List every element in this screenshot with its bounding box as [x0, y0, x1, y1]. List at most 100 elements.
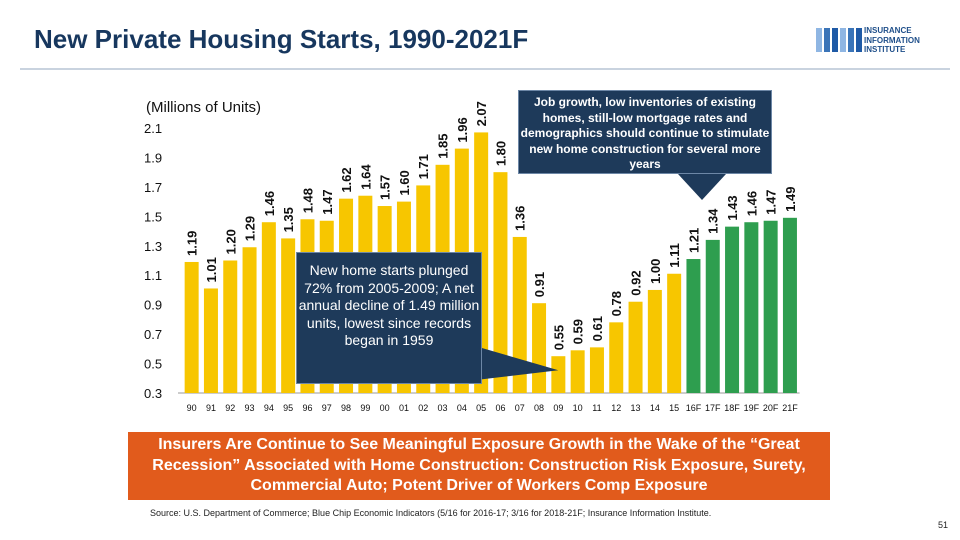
x-tick-label: 96	[302, 403, 312, 413]
bar	[551, 356, 566, 393]
bar-value-label: 1.57	[378, 175, 393, 200]
bar	[570, 350, 585, 393]
x-tick-label: 11	[592, 403, 601, 413]
bar	[725, 226, 740, 393]
x-tick-label: 97	[322, 403, 332, 413]
bar-value-label: 1.34	[706, 208, 721, 234]
bar	[705, 239, 720, 393]
bar	[512, 236, 527, 393]
x-tick-label: 18F	[724, 403, 740, 413]
bar-value-label: 0.61	[590, 316, 605, 341]
bar-value-label: 1.20	[223, 229, 238, 254]
bar-value-label: 2.07	[474, 101, 489, 126]
bar-value-label: 1.96	[455, 117, 470, 142]
y-tick-label: 1.1	[144, 268, 162, 283]
bar-value-label: 1.47	[320, 189, 335, 214]
page-number: 51	[938, 520, 949, 530]
bar	[184, 261, 199, 393]
x-tick-label: 99	[360, 403, 370, 413]
x-tick-label: 90	[187, 403, 197, 413]
bar-value-label: 1.01	[204, 257, 219, 282]
x-tick-label: 93	[245, 403, 255, 413]
x-tick-label: 00	[380, 403, 390, 413]
x-tick-label: 04	[457, 403, 467, 413]
slide-title: New Private Housing Starts, 1990-2021F	[34, 24, 529, 54]
bar-value-label: 1.71	[416, 154, 431, 179]
bar-value-label: 0.78	[609, 291, 624, 316]
logo-text-line: INSURANCE	[864, 26, 912, 35]
iii-logo: INSURANCE INFORMATION INSTITUTE	[816, 26, 950, 56]
logo-text: INSURANCE INFORMATION INSTITUTE	[864, 26, 920, 55]
bar-value-label: 1.85	[436, 133, 451, 158]
x-tick-label: 15	[669, 403, 679, 413]
x-tick-label: 92	[225, 403, 235, 413]
y-tick-label: 1.7	[144, 180, 162, 195]
x-tick-label: 03	[438, 403, 448, 413]
bar	[223, 260, 238, 393]
bar	[628, 301, 643, 393]
bar	[667, 273, 682, 393]
x-tick-label: 95	[283, 403, 293, 413]
source-note: Source: U.S. Department of Commerce; Blu…	[150, 508, 712, 518]
bar-value-label: 1.46	[744, 191, 759, 216]
x-tick-label: 21F	[782, 403, 798, 413]
x-tick-label: 07	[515, 403, 525, 413]
bar-value-label: 1.36	[513, 206, 528, 231]
y-tick-label: 1.5	[144, 209, 162, 224]
bar	[744, 222, 759, 393]
bar-value-label: 1.60	[397, 170, 412, 195]
bar-value-label: 1.21	[686, 228, 701, 253]
x-tick-label: 09	[553, 403, 563, 413]
bar-value-label: 1.48	[300, 188, 315, 213]
bar	[589, 347, 604, 393]
decline-callout: New home starts plunged 72% from 2005-20…	[296, 252, 482, 384]
iii-logo-icon	[816, 28, 862, 52]
y-tick-label: 1.9	[144, 150, 162, 165]
bar-value-label: 1.64	[358, 164, 373, 190]
bar-value-label: 1.43	[725, 195, 740, 220]
bar	[493, 172, 508, 393]
x-tick-label: 17F	[705, 403, 721, 413]
job-growth-callout-pointer	[678, 174, 726, 200]
bar	[532, 303, 547, 393]
bar-value-label: 1.11	[667, 243, 682, 268]
x-tick-label: 13	[631, 403, 641, 413]
y-tick-label: 0.3	[144, 386, 162, 401]
logo-text-line: INFORMATION	[864, 35, 920, 45]
x-tick-label: 14	[650, 403, 660, 413]
x-tick-label: 05	[476, 403, 486, 413]
x-tick-label: 01	[399, 403, 409, 413]
bar-value-label: 1.19	[185, 231, 200, 256]
x-tick-label: 91	[206, 403, 216, 413]
bar	[782, 217, 797, 393]
bar	[609, 322, 624, 393]
y-tick-label: 0.9	[144, 298, 162, 313]
bar	[763, 220, 778, 393]
x-tick-label: 12	[611, 403, 621, 413]
x-tick-label: 94	[264, 403, 274, 413]
x-tick-label: 16F	[686, 403, 702, 413]
bar	[281, 238, 296, 393]
bar	[203, 288, 218, 393]
bar-value-label: 1.46	[262, 191, 277, 216]
x-tick-label: 98	[341, 403, 351, 413]
y-tick-label: 0.5	[144, 357, 162, 372]
bar-value-label: 1.49	[783, 186, 798, 211]
y-tick-label: 0.7	[144, 327, 162, 342]
x-tick-label: 20F	[763, 403, 779, 413]
bar-value-label: 1.80	[493, 141, 508, 166]
exposure-banner: Insurers Are Continue to See Meaningful …	[128, 432, 830, 500]
y-tick-label: 1.3	[144, 239, 162, 254]
bar	[647, 289, 662, 393]
x-tick-label: 08	[534, 403, 544, 413]
bar-value-label: 0.91	[532, 272, 547, 297]
bar	[686, 259, 701, 393]
bar-value-label: 0.59	[571, 319, 586, 344]
bar-value-label: 1.00	[648, 259, 663, 284]
logo-text-line: INSTITUTE	[864, 45, 906, 54]
job-growth-callout: Job growth, low inventories of existing …	[518, 90, 772, 174]
bar-value-label: 1.47	[764, 189, 779, 214]
x-tick-label: 19F	[744, 403, 760, 413]
y-tick-label: 2.1	[144, 121, 162, 136]
